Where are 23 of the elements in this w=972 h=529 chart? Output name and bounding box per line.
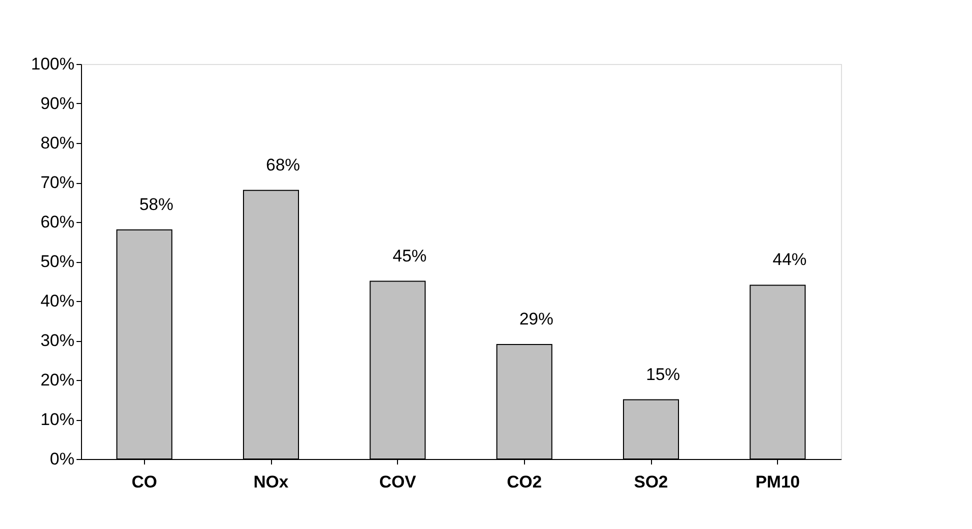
x-tick-label: COV [379, 472, 417, 492]
y-tick-label: 50% [40, 252, 74, 271]
data-label: 29% [519, 309, 554, 328]
y-tick-label: 30% [40, 331, 74, 350]
y-tick-label: 10% [40, 410, 74, 429]
y-tick-label: 40% [40, 292, 74, 310]
x-tick-label: SO2 [634, 472, 668, 492]
x-tick-label: PM10 [755, 472, 800, 492]
y-tick-label: 80% [40, 134, 74, 152]
y-tick-label: 20% [40, 370, 74, 390]
data-label: 68% [266, 155, 300, 174]
y-tick-label: 70% [40, 173, 74, 192]
data-label: 44% [772, 250, 807, 270]
y-tick-label: 100% [31, 54, 74, 74]
data-label: 45% [392, 246, 427, 266]
y-tick-label: 90% [40, 94, 74, 113]
x-tick-label: NOx [254, 472, 290, 492]
data-label: 58% [139, 194, 174, 214]
x-tick-label: CO [132, 472, 158, 492]
x-tick-label: CO2 [506, 472, 542, 492]
y-tick-label: 0% [50, 450, 74, 468]
data-label: 15% [646, 364, 680, 384]
y-tick-label: 60% [40, 212, 74, 232]
